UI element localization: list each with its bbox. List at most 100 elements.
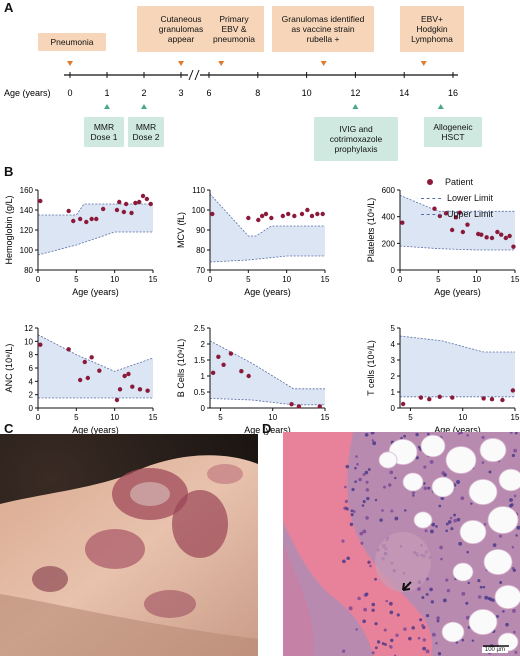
y-tick-label: 80 — [196, 246, 205, 255]
x-axis-label: Age (years) — [72, 287, 119, 297]
x-tick-label: 15 — [149, 413, 158, 422]
cell-nucleus — [461, 591, 466, 596]
cell-nucleus — [429, 460, 434, 464]
cell-nucleus — [403, 434, 407, 438]
y-tick-label: 100 — [20, 246, 34, 255]
timeline-tick-label: 14 — [399, 88, 409, 98]
cell-nucleus — [489, 597, 493, 602]
patient-data-point — [511, 244, 516, 249]
y-tick-label: 1 — [391, 388, 396, 397]
cell-nucleus — [515, 534, 518, 537]
cell-nucleus — [383, 485, 387, 489]
legend-lower-label: Lower Limit — [447, 193, 494, 203]
timeline-tick-label: 1 — [104, 88, 109, 98]
patient-data-point — [299, 211, 305, 217]
cell-nucleus — [512, 568, 516, 572]
cell-nucleus — [445, 529, 448, 533]
legend-patient-label: Patient — [445, 177, 474, 187]
cell-nucleus — [350, 509, 354, 513]
cell-nucleus — [371, 602, 376, 607]
patient-data-point — [228, 351, 234, 356]
cell-nucleus — [371, 608, 375, 612]
cell-nucleus — [365, 592, 369, 596]
legend-upper-label: Upper Limit — [447, 209, 494, 219]
patient-data-point — [137, 387, 143, 392]
y-tick-label: 110 — [192, 186, 205, 195]
x-tick-label: 15 — [149, 275, 158, 284]
cell-nucleus — [449, 516, 453, 520]
cell-nucleus — [383, 628, 387, 632]
patient-data-point — [144, 196, 150, 202]
patient-data-point — [489, 235, 495, 241]
cell-nucleus — [389, 610, 394, 615]
cell-nucleus — [513, 448, 517, 453]
cell-nucleus — [460, 496, 465, 501]
cell-nucleus — [354, 466, 357, 470]
cell-nucleus — [442, 598, 447, 603]
timeline-event-above: Pneumonia — [38, 33, 106, 51]
normal-range-band — [210, 194, 325, 262]
y-axis-label: Hemoglobin (g/L) — [4, 195, 14, 264]
x-tick-label: 5 — [74, 275, 79, 284]
cell-nucleus — [417, 587, 421, 591]
cell-nucleus — [422, 482, 426, 485]
cell-nucleus — [360, 541, 364, 545]
y-tick-label: 2 — [391, 372, 396, 381]
cell-nucleus — [396, 613, 400, 617]
patient-data-point — [479, 232, 484, 237]
cell-nucleus — [349, 522, 354, 527]
cell-nucleus — [364, 470, 369, 475]
fat-vacuole — [431, 476, 455, 498]
cell-nucleus — [467, 581, 471, 585]
cell-nucleus — [479, 585, 483, 589]
panel-c-label: C — [4, 421, 14, 436]
upper-limit-line — [399, 194, 515, 212]
patient-data-point — [133, 200, 138, 206]
cell-nucleus — [511, 453, 515, 458]
cell-nucleus — [440, 557, 443, 561]
cell-nucleus — [403, 627, 407, 631]
y-axis-label: MCV (fL) — [176, 212, 186, 248]
patient-data-point — [123, 201, 129, 207]
cell-nucleus — [355, 455, 358, 458]
y-tick-label: 4 — [29, 377, 34, 386]
cell-nucleus — [505, 622, 509, 627]
timeline-arrow-up — [104, 104, 110, 109]
patient-data-point — [77, 216, 83, 222]
patient-data-point — [114, 397, 120, 403]
cell-nucleus — [456, 480, 461, 485]
patient-data-point — [94, 216, 99, 222]
cell-nucleus — [511, 546, 515, 549]
patient-data-point — [457, 210, 462, 215]
patient-data-point — [210, 370, 216, 375]
patient-data-point — [499, 232, 504, 237]
patient-data-point — [117, 199, 122, 205]
cell-nucleus — [425, 613, 430, 618]
cell-nucleus — [374, 622, 378, 626]
cell-nucleus — [421, 623, 425, 628]
cell-nucleus — [446, 588, 451, 593]
patient-data-point — [286, 211, 291, 217]
timeline-tick-label: 3 — [178, 88, 183, 98]
patient-data-point — [89, 216, 94, 222]
cell-nucleus — [516, 525, 520, 530]
cell-nucleus — [509, 432, 513, 434]
patient-data-point — [210, 211, 215, 217]
timeline: 0 1 2 3 6 8 10 12 14 16 Age (years) Pneumonia Cutane… — [0, 0, 520, 170]
patient-data-point — [130, 384, 135, 389]
cell-nucleus — [350, 513, 354, 517]
patient-data-point — [121, 209, 127, 215]
cell-nucleus — [359, 531, 364, 536]
cell-nucleus — [422, 646, 427, 651]
y-tick-label: 0 — [391, 266, 396, 275]
patient-data-point — [66, 347, 71, 352]
patient-data-point — [66, 208, 71, 214]
cell-nucleus — [384, 643, 387, 646]
fat-vacuole — [487, 506, 519, 534]
upper-limit-line — [209, 193, 325, 237]
x-tick-label: 10 — [268, 413, 277, 422]
cell-nucleus — [362, 619, 366, 624]
x-tick-label: 15 — [321, 413, 330, 422]
upper-limit-line — [399, 335, 515, 353]
cell-nucleus — [352, 510, 356, 514]
